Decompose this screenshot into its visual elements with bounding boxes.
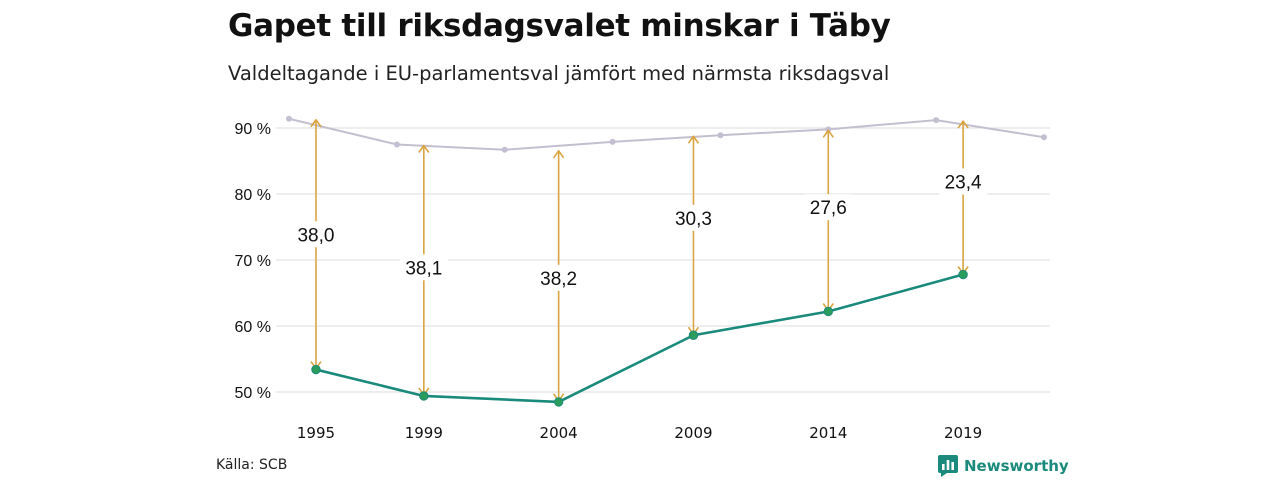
gap-label-bg	[939, 168, 988, 195]
eu-point	[823, 306, 833, 317]
riksdag-point	[1041, 134, 1047, 141]
gap-arrowhead-top	[687, 135, 700, 144]
gap-arrowhead-top	[957, 120, 969, 129]
x-tick-label: 2009	[674, 424, 712, 442]
x-tick-label: 1995	[297, 424, 335, 442]
gap-value-label: 38,0	[297, 225, 334, 246]
y-tick-label: 60 %	[235, 319, 271, 336]
riksdag-point	[933, 117, 940, 124]
x-tick-label: 2004	[540, 424, 578, 442]
riksdag-point	[609, 138, 616, 145]
gap-arrowhead-top	[822, 129, 834, 138]
y-tick-label: 70 %	[235, 253, 271, 270]
eu-point	[553, 397, 564, 407]
eu-series-layer	[311, 269, 968, 407]
riksdag-series-layer	[286, 115, 1047, 153]
y-tick-label: 90 %	[235, 121, 271, 138]
riksdag-point	[501, 146, 508, 153]
eu-line	[315, 273, 964, 404]
eu-point	[311, 364, 321, 375]
newsworthy-logo-icon	[938, 455, 958, 477]
riksdag-point	[393, 141, 400, 148]
riksdag-point	[717, 132, 724, 139]
riksdag-point	[286, 115, 292, 122]
gap-labels-layer: 38,0 38,1 38,2 30,3 27,6 23,4	[291, 168, 988, 291]
gap-label-bg	[534, 264, 583, 291]
x-tick-label: 2019	[944, 424, 982, 442]
eu-point	[958, 269, 968, 280]
brand-name: Newsworthy	[964, 457, 1069, 475]
gap-label-bg	[399, 254, 448, 281]
chart-title: Gapet till riksdagsvalet minskar i Täby	[228, 8, 891, 44]
gap-label-bg	[291, 221, 340, 248]
gap-arrowhead-top	[552, 149, 565, 159]
gap-label-bg	[804, 194, 853, 221]
gap-value-label: 23,4	[945, 172, 982, 193]
riksdag-line	[288, 117, 1045, 151]
gap-value-label: 27,6	[810, 198, 847, 219]
grid-layer	[276, 127, 1050, 393]
x-tick-label: 2014	[809, 424, 847, 442]
brand-logo: Newsworthy	[938, 455, 1069, 477]
gap-value-label: 30,3	[675, 209, 712, 230]
source-note: Källa: SCB	[216, 457, 288, 473]
riksdag-point	[825, 126, 832, 133]
y-tick-label: 50 %	[235, 385, 271, 402]
gap-value-label: 38,1	[405, 258, 442, 279]
gap-arrowhead-top	[310, 118, 322, 128]
eu-point	[419, 391, 429, 401]
gap-arrowhead-top	[418, 144, 430, 153]
x-tick-label: 1999	[405, 424, 443, 442]
gap-label-bg	[669, 204, 718, 231]
chart-subtitle: Valdeltagande i EU-parlamentsval jämfört…	[228, 62, 890, 85]
axis-layer: 50 % 60 % 70 % 80 % 90 % 1995 1999 2004 2009 2014…	[235, 121, 983, 442]
eu-point	[688, 330, 699, 340]
y-tick-label: 80 %	[235, 187, 271, 204]
turnout-chart: 50 % 60 % 70 % 80 % 90 % 1995 1999 2004 2009 2014…	[235, 115, 1050, 442]
gap-value-label: 38,2	[540, 269, 577, 290]
